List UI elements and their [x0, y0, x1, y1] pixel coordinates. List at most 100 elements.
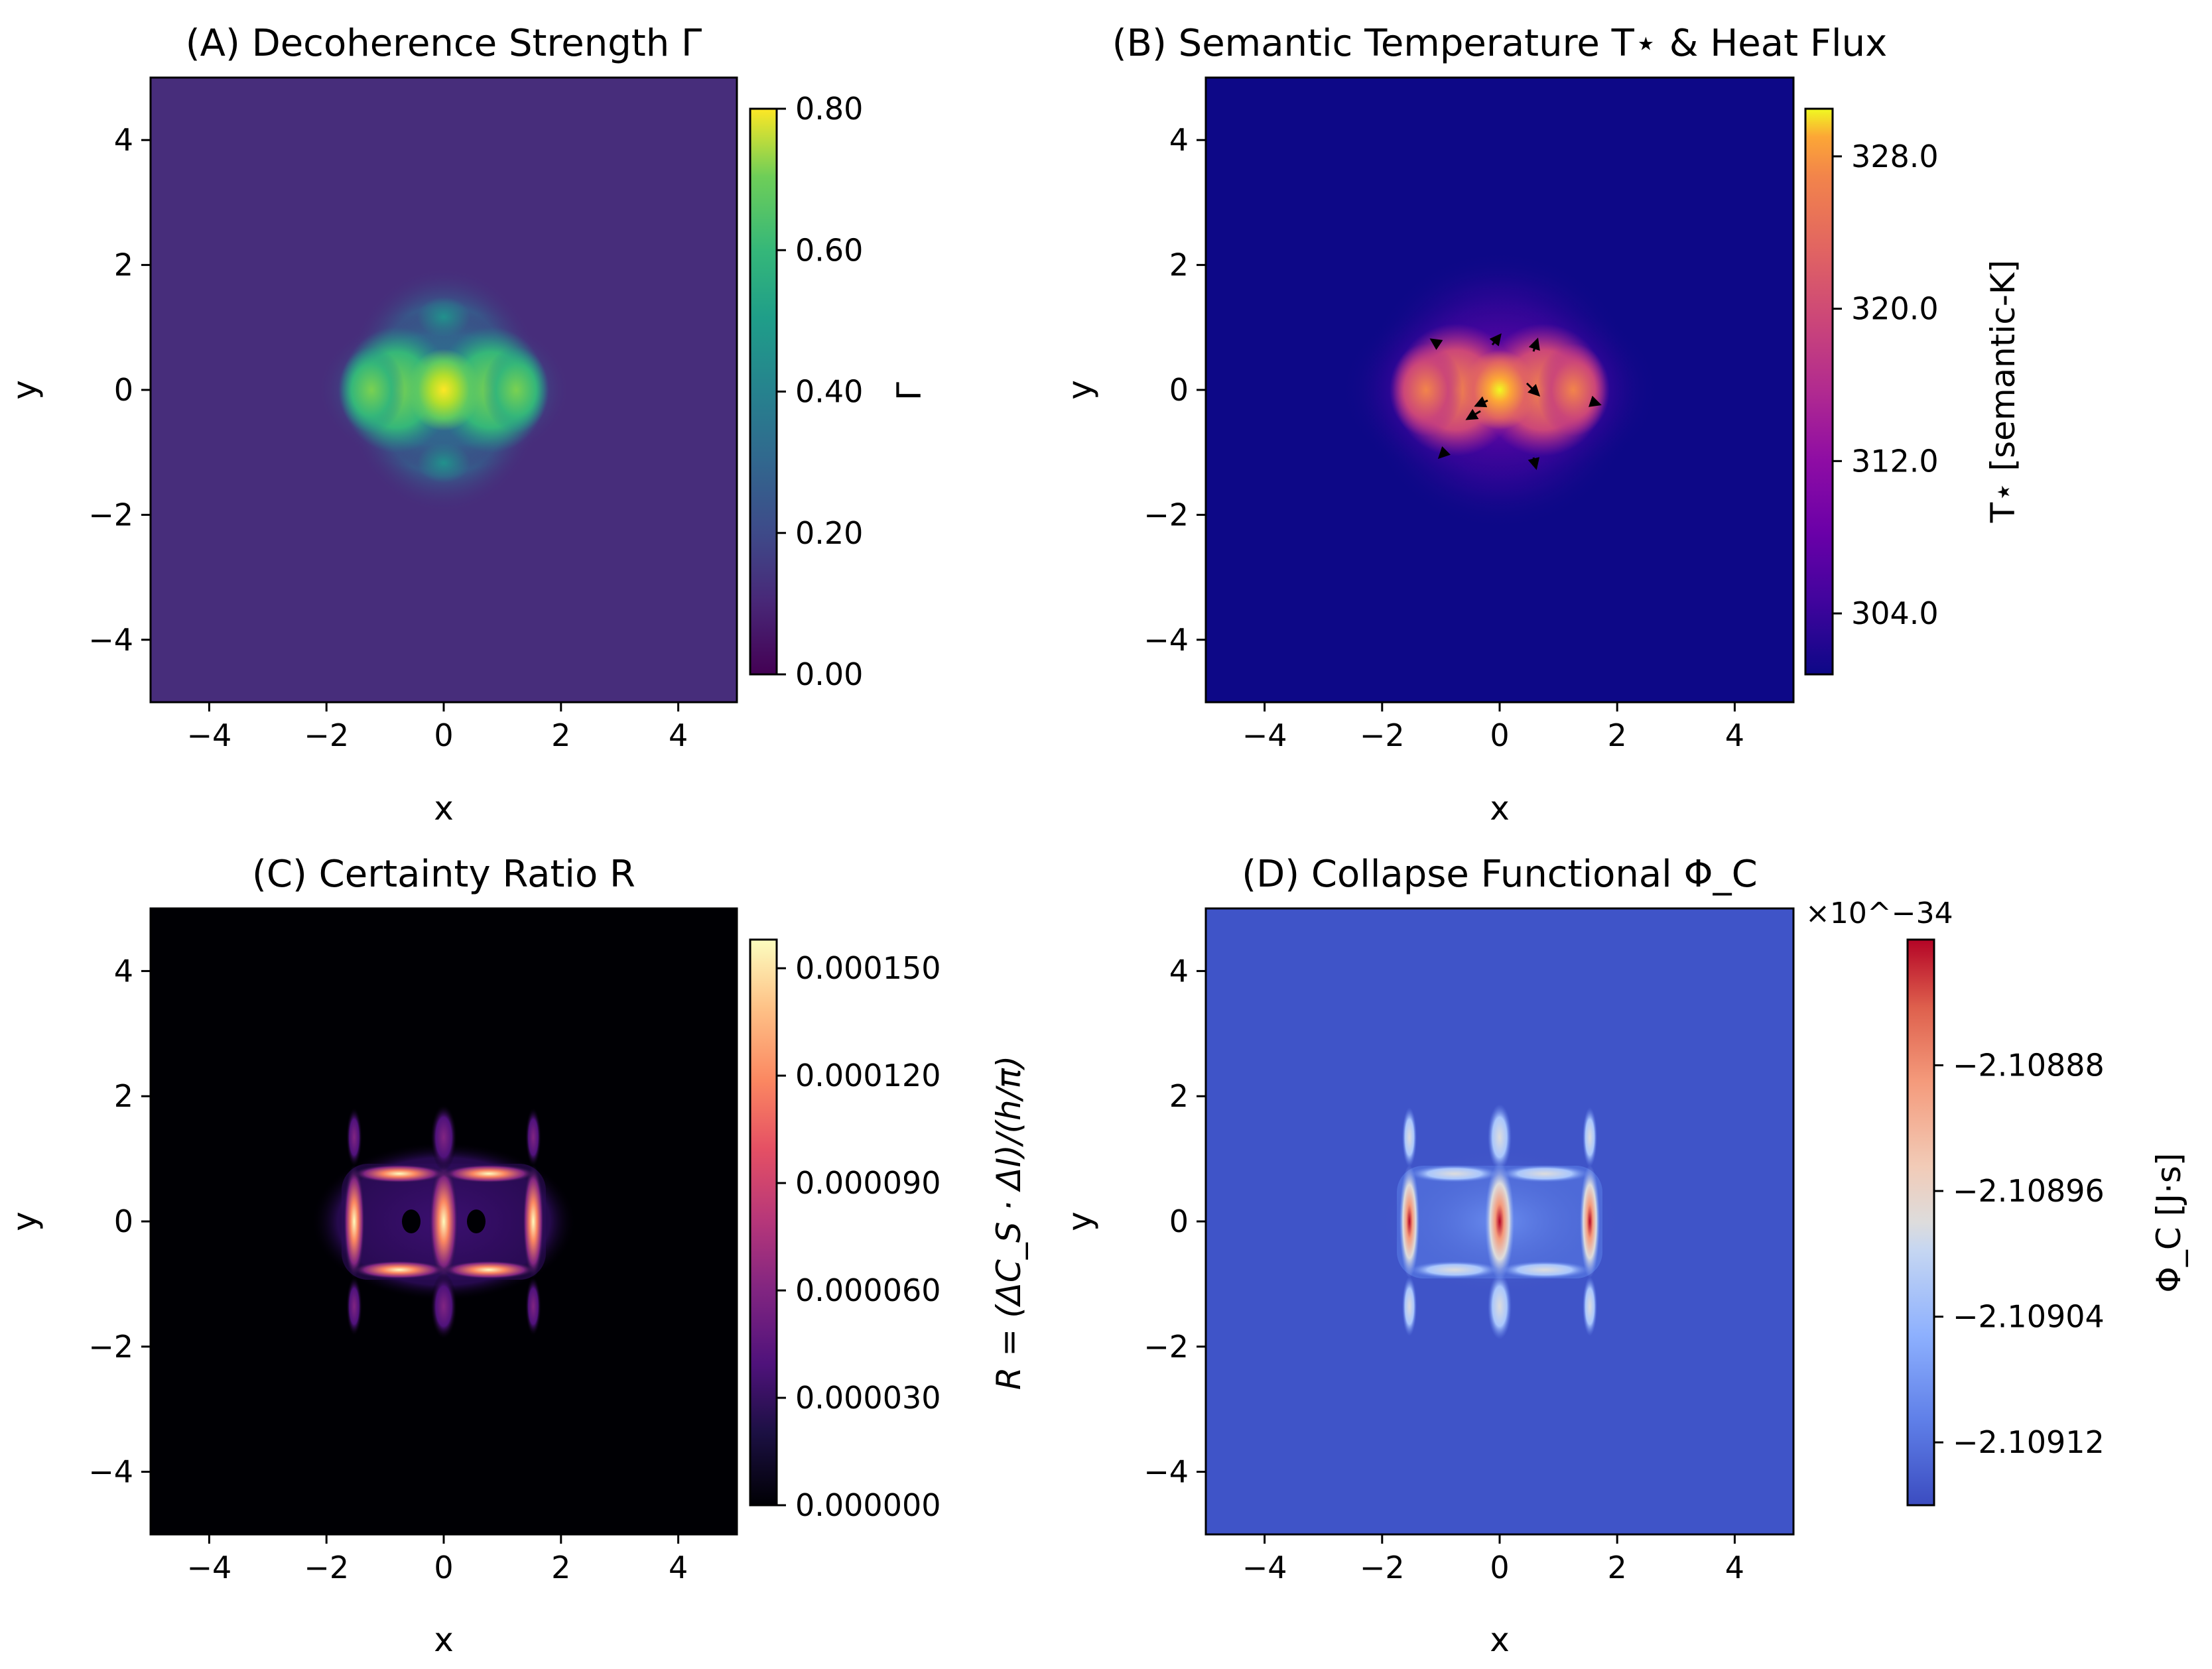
axes-d-xlabel: x — [1490, 1621, 1510, 1659]
heatmap-b — [1206, 78, 1793, 702]
panel-b: −4 −2 0 2 4 −4 −2 0 2 4 (B) Semantic Temperature … — [1061, 22, 2022, 828]
y-tick-label: 0 — [1169, 1204, 1189, 1239]
y-tick-label: 2 — [1169, 1078, 1189, 1114]
heatmap-d — [1206, 908, 1793, 1534]
heatmap-d-stub-top-right — [1583, 1107, 1597, 1167]
axes-a-ticks: −4 −2 0 2 4 −4 −2 0 2 4 — [88, 122, 688, 753]
heatmap-c-vbar-center — [429, 1163, 458, 1280]
heatmap-d-vbar-left — [1399, 1165, 1419, 1278]
x-tick-label: 2 — [1608, 717, 1627, 753]
heatmap-c-stub-bottom-left — [346, 1276, 362, 1336]
heatmap-c-vbar-right — [523, 1165, 544, 1278]
heatmap-b-lobe-far-right — [1537, 343, 1610, 436]
y-tick-label: 2 — [114, 1078, 133, 1114]
colorbar-tick-label: 0.000000 — [795, 1487, 941, 1523]
colorbar-d-ticks: −2.10912 −2.10904 −2.10896 −2.10888 — [1934, 1048, 2105, 1460]
axes-c-title: (C) Certainty Ratio R — [252, 853, 635, 896]
y-tick-label: −2 — [1143, 1329, 1189, 1365]
axes-a-title: (A) Decoherence Strength Γ — [186, 22, 702, 65]
heatmap-d-hbar-bottom-left — [1409, 1261, 1500, 1278]
flux-arrow — [1526, 382, 1541, 397]
heatmap-c — [151, 908, 737, 1534]
colorbar-c-label: R = (ΔC_S · ΔI)/(h/π) — [990, 1056, 1028, 1390]
x-tick-label: 0 — [1490, 717, 1509, 753]
heatmap-d-hbar-top-left — [1409, 1165, 1500, 1182]
heatmap-d-vbar-center — [1485, 1163, 1514, 1280]
axes-d-ticks: −4 −2 0 2 4 −4 −2 0 2 4 — [1143, 953, 1744, 1585]
heatmap-a-dip-bottom — [417, 443, 470, 483]
colorbar-tick-label: 0.000120 — [795, 1058, 941, 1093]
x-tick-label: −2 — [1360, 1550, 1405, 1585]
axes-d-ylabel: y — [1061, 1211, 1099, 1231]
y-tick-label: −2 — [1143, 497, 1189, 532]
colorbar-tick-label: 328.0 — [1851, 139, 1939, 174]
y-tick-label: 4 — [114, 122, 133, 158]
x-tick-label: 2 — [1608, 1550, 1627, 1585]
colorbar-tick-label: 0.40 — [795, 374, 863, 410]
axes-b-xlabel: x — [1490, 789, 1510, 828]
colorbar-a-label: Γ — [890, 382, 929, 401]
heatmap-a-dip-top — [417, 297, 470, 337]
y-tick-label: 4 — [1169, 953, 1189, 989]
y-tick-label: 2 — [114, 247, 133, 283]
y-tick-label: 4 — [114, 953, 133, 989]
colorbar-c-ticks: 0.000000 0.000030 0.000060 0.000090 0.000120… — [777, 950, 941, 1523]
x-tick-label: 4 — [1725, 1550, 1744, 1585]
axes-b-ticks: −4 −2 0 2 4 −4 −2 0 2 4 — [1143, 122, 1744, 753]
colorbar-tick-label: 0.00 — [795, 656, 863, 692]
flux-arrow — [1528, 338, 1540, 352]
heatmap-d-stub-top-left — [1402, 1107, 1417, 1167]
axes-c-ticks: −4 −2 0 2 4 −4 −2 0 2 4 — [88, 953, 688, 1585]
x-tick-label: −2 — [304, 717, 349, 753]
colorbar-tick-label: 0.000090 — [795, 1165, 941, 1201]
x-tick-label: 4 — [669, 717, 688, 753]
heatmap-d-stub-bottom-right — [1583, 1276, 1597, 1336]
panel-d: −4 −2 0 2 4 −4 −2 0 2 4 (D) Collapse Functional Φ… — [1061, 853, 2188, 1659]
heatmap-d-stub-bottom-left — [1402, 1276, 1417, 1336]
axes-a-ylabel: y — [5, 380, 44, 400]
axes-a-xlabel: x — [434, 789, 454, 828]
colorbar-d-label: Φ_C [J·s] — [2150, 1153, 2188, 1293]
colorbar-d-offset: ×10^−34 — [1805, 896, 1953, 930]
x-tick-label: 4 — [669, 1550, 688, 1585]
heatmap-d-vbar-right — [1580, 1165, 1600, 1278]
colorbar-d — [1906, 938, 1935, 1507]
panel-a: −4 −2 0 2 4 −4 −2 0 2 4 (A) Decoherence Strength … — [5, 22, 929, 828]
y-tick-label: 4 — [1169, 122, 1189, 158]
colorbar-b-label: T⋆ [semantic-K] — [1984, 260, 2022, 523]
colorbar-a — [749, 107, 778, 676]
colorbar-tick-label: 0.000030 — [795, 1380, 941, 1416]
flux-arrow — [1588, 395, 1602, 407]
colorbar-tick-label: −2.10888 — [1953, 1048, 2105, 1083]
panel-c: −4 −2 0 2 4 −4 −2 0 2 4 (C) Certainty Ratio R x y… — [5, 853, 1028, 1659]
heatmap-c-hbar-top-right — [442, 1164, 535, 1183]
colorbar-tick-label: 0.60 — [795, 232, 863, 268]
flux-arrow — [1437, 446, 1451, 460]
heatmap-d-stub-top — [1488, 1104, 1512, 1170]
axes-c-ylabel: y — [5, 1211, 44, 1231]
heatmap-d-hbar-top-right — [1500, 1165, 1590, 1182]
colorbar-tick-label: 304.0 — [1851, 595, 1939, 631]
heatmap-c-vbar-left — [344, 1165, 365, 1278]
y-tick-label: 0 — [114, 372, 133, 408]
y-tick-label: −4 — [1143, 1454, 1189, 1490]
flux-arrow — [1429, 338, 1443, 350]
y-tick-label: 0 — [114, 1204, 133, 1239]
colorbar-tick-label: 312.0 — [1851, 443, 1939, 479]
x-tick-label: −4 — [186, 1550, 231, 1585]
colorbar-c — [749, 938, 778, 1507]
colorbar-b-ticks: 304.0 312.0 320.0 328.0 — [1833, 139, 1939, 631]
flux-arrow — [1528, 457, 1540, 470]
colorbar-tick-label: 0.000060 — [795, 1272, 941, 1308]
y-tick-label: −2 — [88, 1329, 133, 1365]
y-tick-label: −4 — [88, 622, 133, 658]
axes-d-title: (D) Collapse Functional Φ_C — [1242, 853, 1757, 896]
axes-c-xlabel: x — [434, 1621, 454, 1659]
colorbar-tick-label: −2.10896 — [1953, 1173, 2105, 1209]
x-tick-label: −4 — [1242, 1550, 1287, 1585]
x-tick-label: 0 — [1490, 1550, 1509, 1585]
heat-flux-quiver — [1429, 333, 1602, 470]
x-tick-label: 0 — [434, 717, 453, 753]
heatmap-c-stub-top-right — [525, 1107, 541, 1167]
